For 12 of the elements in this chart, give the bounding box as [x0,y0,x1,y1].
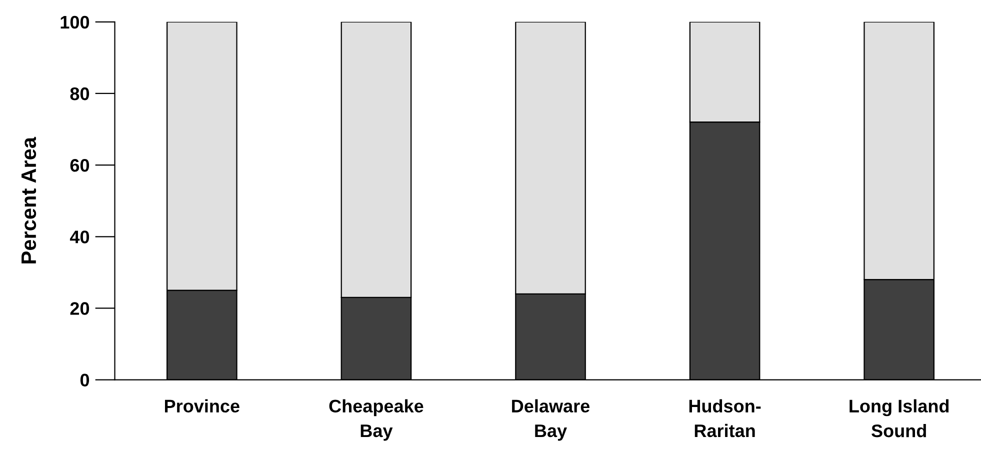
y-tick-label: 60 [70,158,90,172]
x-tick-label: Delaware Bay [512,399,590,441]
y-tick-label: 20 [70,302,90,315]
y-axis-title: Percent Area [22,136,36,264]
x-tick-label: Cheapeake Bay [329,399,424,441]
y-tick-label: 0 [80,374,90,387]
y-tick-label: 40 [70,230,90,244]
y-tick-label: 80 [70,87,90,100]
y-tick-label: 100 [60,16,90,29]
x-tick-label: Long Island Sound [850,399,949,438]
x-tick-label: Province [164,399,240,412]
x-tick-label: Hudson- Raritan [689,399,761,438]
